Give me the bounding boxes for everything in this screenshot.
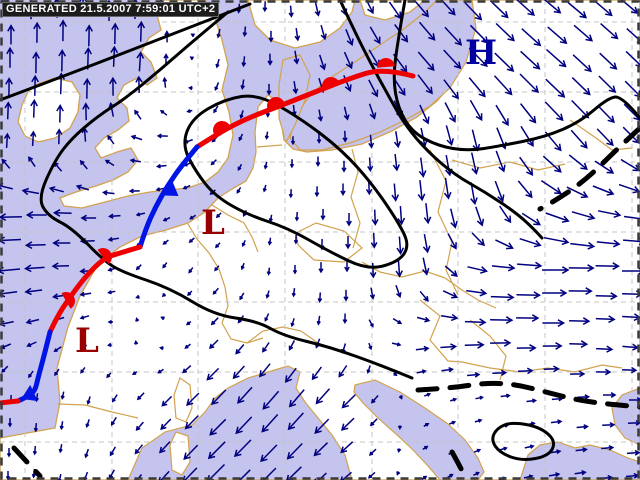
country-border <box>569 119 633 151</box>
country-border <box>444 277 497 309</box>
isobar <box>183 94 409 269</box>
warm-front-bump <box>321 76 340 88</box>
fronts-layer <box>0 57 416 406</box>
country-border <box>469 319 507 381</box>
high-pressure-label: H <box>465 33 497 73</box>
cold-front-line <box>137 144 200 250</box>
land-polygon <box>247 0 356 49</box>
warm-front-bump <box>377 57 395 68</box>
isobar <box>491 421 556 461</box>
island-polygon <box>173 377 193 423</box>
isobar <box>338 0 544 240</box>
isobar <box>392 0 640 152</box>
trough-lines-layer <box>11 125 640 480</box>
island-polygon <box>169 431 191 476</box>
land-polygon <box>17 77 81 143</box>
country-border <box>461 361 623 373</box>
country-border <box>256 144 283 148</box>
sea-polygon <box>611 387 640 446</box>
country-border <box>57 403 139 419</box>
country-border <box>295 222 363 263</box>
warm-front-bump <box>213 120 230 135</box>
cold-front-triangle <box>21 384 38 402</box>
trough-line <box>449 449 469 480</box>
country-border <box>429 149 459 296</box>
country-border <box>211 204 259 253</box>
isobar <box>39 10 414 380</box>
generated-timestamp: GENERATED 21.5.2007 7:59:01 UTC+2 <box>2 2 220 17</box>
warm-front-line <box>47 244 143 335</box>
isobar <box>0 2 252 102</box>
country-border <box>419 299 463 363</box>
warm-front-bump <box>267 96 285 110</box>
country-border <box>451 159 566 171</box>
trough-line <box>537 125 640 212</box>
islands-layer <box>169 377 193 476</box>
trough-line <box>415 380 640 410</box>
pressure-labels-layer: H L L <box>75 33 497 361</box>
warm-front-bump <box>61 292 75 309</box>
warm-front-line <box>194 68 416 150</box>
low-pressure-label: L <box>201 203 225 243</box>
cold-front-triangle <box>161 180 179 197</box>
warm-front-bump <box>97 248 112 265</box>
country-border <box>187 223 264 344</box>
low-pressure-label: L <box>75 321 99 361</box>
isobars-layer <box>0 0 640 461</box>
trough-line <box>11 445 43 479</box>
